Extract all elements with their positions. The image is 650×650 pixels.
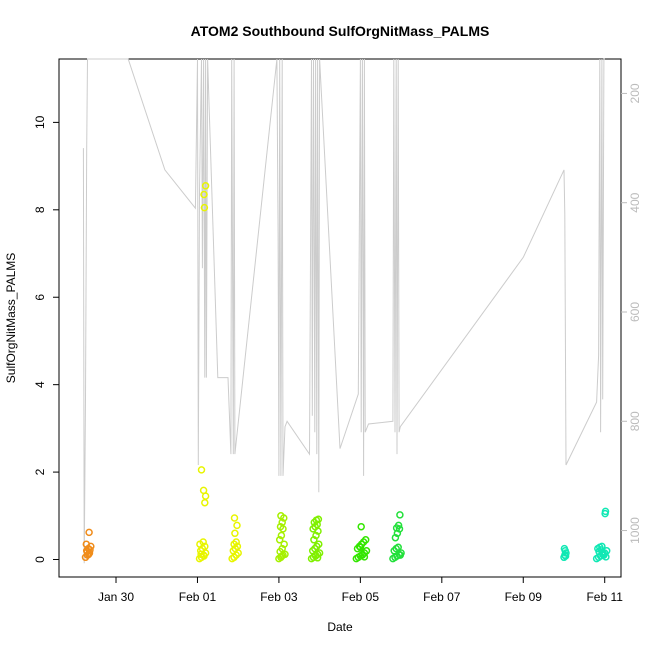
y-axis-label: SulfOrgNitMass_PALMS (4, 253, 18, 383)
data-point (599, 549, 607, 558)
data-point (315, 540, 323, 548)
y-tick-label: 0 (33, 556, 47, 563)
data-point (396, 511, 404, 519)
data-point (83, 547, 91, 556)
data-point (277, 512, 285, 520)
data-point (201, 492, 210, 500)
data-point (85, 528, 93, 537)
x-tick-label: Feb 05 (342, 590, 380, 604)
data-point (201, 182, 210, 190)
y2-tick-label: 800 (628, 411, 642, 431)
data-point (201, 498, 209, 507)
data-point (233, 521, 241, 530)
y-axis-right: 200 400 600 800 1000 (621, 83, 642, 544)
data-point (280, 540, 288, 548)
y-tick-label: 6 (33, 294, 47, 301)
data-point (560, 544, 569, 553)
x-axis-label: Date (327, 620, 353, 634)
y2-tick-label: 1000 (628, 517, 642, 544)
x-tick-label: Feb 11 (586, 590, 623, 604)
x-tick-label: Feb 09 (505, 590, 543, 604)
data-point (197, 466, 206, 474)
data-point (200, 203, 209, 212)
chart-title: ATOM2 Southbound SulfOrgNitMass_PALMS (191, 23, 490, 39)
data-point (277, 531, 286, 540)
y-axis-left: 0 2 4 6 8 10 (33, 115, 59, 563)
y-tick-label: 10 (33, 115, 47, 129)
data-point (313, 554, 322, 562)
y-tick-label: 2 (33, 468, 47, 475)
x-tick-label: Feb 01 (179, 590, 217, 604)
data-point (314, 515, 323, 524)
data-point (356, 543, 365, 552)
data-point (394, 543, 402, 552)
data-point (232, 538, 240, 546)
data-point (394, 521, 403, 530)
data-point (561, 552, 570, 560)
data-points (81, 182, 611, 563)
x-tick-label: Feb 07 (423, 590, 461, 604)
plot-frame (58, 58, 622, 578)
data-point (358, 551, 367, 559)
x-tick-label: Feb 03 (260, 590, 298, 604)
data-point (275, 536, 284, 544)
y2-tick-label: 200 (628, 83, 642, 103)
data-point (82, 540, 91, 548)
x-tick-label: Jan 30 (98, 590, 134, 604)
data-point (230, 514, 239, 522)
data-point (278, 552, 286, 560)
altitude-trace (82, 58, 605, 564)
altitude-line (82, 58, 605, 564)
data-point (361, 536, 370, 544)
data-point (200, 190, 208, 199)
data-point (278, 518, 286, 527)
y-tick-label: 4 (33, 381, 47, 388)
data-point (231, 529, 239, 538)
y2-tick-label: 400 (628, 192, 642, 212)
data-point (396, 551, 405, 559)
data-point (276, 522, 285, 531)
data-point (200, 552, 208, 560)
data-point (357, 522, 365, 531)
y-tick-label: 8 (33, 206, 47, 213)
x-axis: Jan 30 Feb 01 Feb 03 Feb 05 Feb 07 Feb 09 Feb … (98, 577, 623, 604)
data-point (199, 538, 207, 546)
data-point (360, 553, 369, 561)
y2-tick-label: 600 (628, 302, 642, 322)
data-point (601, 507, 610, 516)
